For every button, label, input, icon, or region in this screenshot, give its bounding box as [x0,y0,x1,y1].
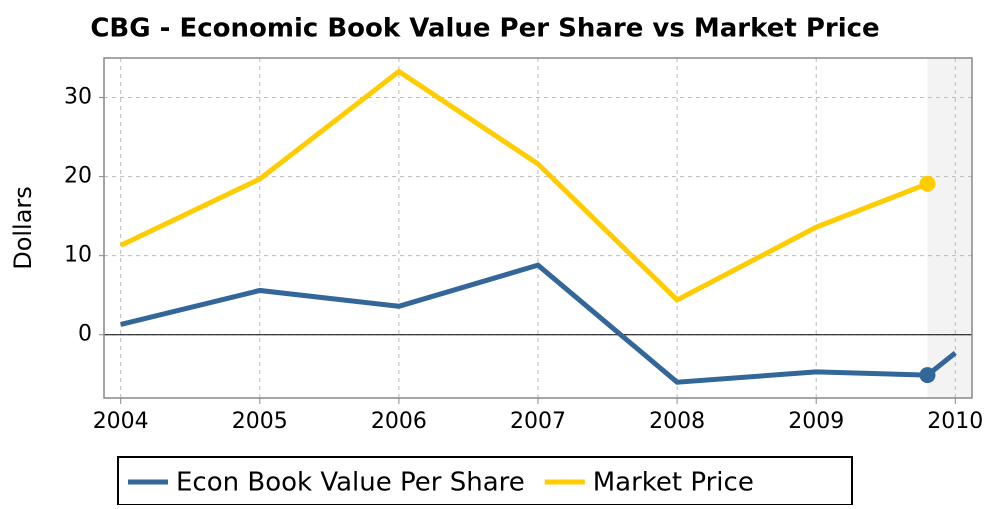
x-tick-label: 2010 [927,409,983,434]
shaded-region [927,58,972,398]
y-tick-label: 30 [64,85,92,110]
chart-title: CBG - Economic Book Value Per Share vs M… [90,14,879,44]
y-axis-label: Dollars [9,186,37,270]
x-tick-label: 2009 [788,409,844,434]
x-tick-label: 2005 [232,409,288,434]
plot-frame [103,57,973,399]
x-tick-label: 2004 [93,409,149,434]
legend-label: Market Price [593,468,754,498]
legend-label: Econ Book Value Per Share [176,468,525,498]
y-tick-label: 0 [78,322,92,347]
line [119,68,929,304]
y-tick-label: 20 [64,164,92,189]
x-tick-label: 2008 [649,409,705,434]
x-tick-label: 2006 [371,409,427,434]
x-tick-label: 2007 [510,409,566,434]
y-tick-label: 10 [64,243,92,268]
marker [919,175,936,192]
marker [919,367,936,384]
line [120,262,957,385]
